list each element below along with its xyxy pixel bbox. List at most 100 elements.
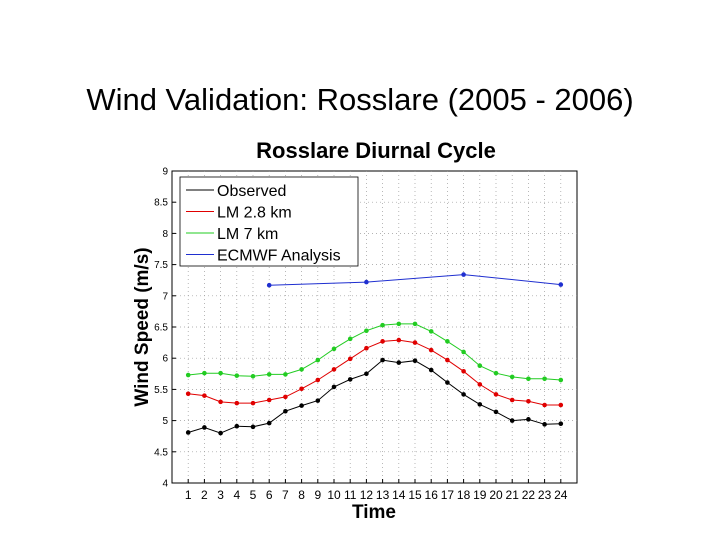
y-axis-label: Wind Speed (m/s) [132,247,153,406]
data-point [445,357,450,363]
data-point [266,397,272,403]
data-point [461,349,466,355]
x-tick-label: 23 [538,488,552,502]
data-point [477,402,483,407]
x-tick-label: 24 [554,488,568,502]
data-point [218,370,223,376]
legend-label: Observed [217,183,286,200]
x-axis-label: Time [352,502,396,523]
x-tick-label: 7 [282,488,289,502]
x-tick-label: 20 [489,488,503,502]
series-line-2 [188,323,561,381]
x-tick-label: 9 [314,488,321,502]
legend-label: LM 7 km [217,226,278,243]
data-point [250,373,256,379]
data-point [445,339,450,344]
series-line-3 [269,274,561,286]
slide-title: Wind Validation: Rosslare (2005 - 2006) [86,82,634,117]
data-point [477,382,483,387]
data-point [266,372,272,377]
y-tick-label: 7.5 [154,260,168,271]
x-tick-label: 16 [425,488,439,502]
data-point [526,417,531,422]
data-point [380,339,385,344]
data-point [315,398,321,403]
data-point [428,347,434,353]
data-point [412,358,418,363]
y-tick-label: 8.5 [154,198,168,209]
data-point [347,377,353,382]
data-point [283,372,288,377]
data-point [396,337,402,343]
series-line-1 [188,339,561,406]
data-point [542,376,547,382]
chart-title: Rosslare Diurnal Cycle [256,138,496,163]
data-point [461,272,466,277]
x-tick-label: 11 [344,488,357,502]
data-point [461,369,466,374]
y-tick-label: 6 [162,354,168,365]
data-point [493,370,499,376]
y-tick-label: 5.5 [154,385,168,396]
y-tick-label: 9 [162,167,168,178]
data-point [185,430,191,435]
x-tick-label: 6 [266,488,273,502]
data-point [364,345,369,351]
data-point [493,392,499,397]
data-point [315,377,321,383]
data-point [202,393,207,398]
axes: 44.555.566.577.588.591 2 3 4 5 6 7 8 9 10 11 12 13 14… [154,167,568,503]
x-tick-label: 12 [360,488,374,502]
data-point [185,391,191,397]
x-tick-label: 22 [522,488,536,502]
y-tick-label: 4.5 [154,447,168,458]
data-point [266,420,272,426]
x-tick-label: 1 [185,488,192,502]
data-point [461,392,466,397]
data-point [364,371,369,377]
legend-label: LM 2.8 km [217,205,292,222]
data-point [331,384,337,390]
data-point [526,398,531,404]
data-point [493,409,499,415]
data-point [202,425,207,430]
x-tick-label: 13 [376,488,390,502]
x-tick-label: 4 [233,488,240,502]
data-point [526,376,531,382]
data-point [558,402,564,408]
y-tick-label: 4 [162,479,168,490]
data-point [542,402,547,408]
data-point [250,424,256,430]
data-point [477,363,483,368]
data-point [266,282,272,288]
y-tick-label: 7 [162,291,168,302]
x-tick-label: 8 [298,488,305,502]
data-point [250,400,256,406]
data-point [283,394,288,400]
x-tick-label: 10 [327,488,341,502]
x-tick-label: 5 [250,488,257,502]
legend-label: ECMWF Analysis [217,248,341,265]
data-point [347,356,353,362]
legend: Observed LM 2.8 km LM 7 km ECMWF Analysis [179,176,359,267]
data-point [380,322,385,328]
legend-box [179,176,359,267]
data-point [380,357,385,363]
data-point [428,367,434,373]
x-tick-label: 18 [457,488,471,502]
data-point [509,374,515,380]
data-point [185,372,191,378]
data-point [283,408,288,414]
data-point [412,340,418,345]
data-point [234,400,240,406]
x-tick-label: 3 [217,488,224,502]
data-point [234,373,240,378]
x-tick-label: 15 [408,488,422,502]
data-point [364,328,369,334]
data-point [412,321,418,327]
x-tick-label: 2 [201,488,208,502]
data-point [331,346,337,352]
x-tick-label: 21 [506,488,520,502]
data-point [558,421,564,427]
